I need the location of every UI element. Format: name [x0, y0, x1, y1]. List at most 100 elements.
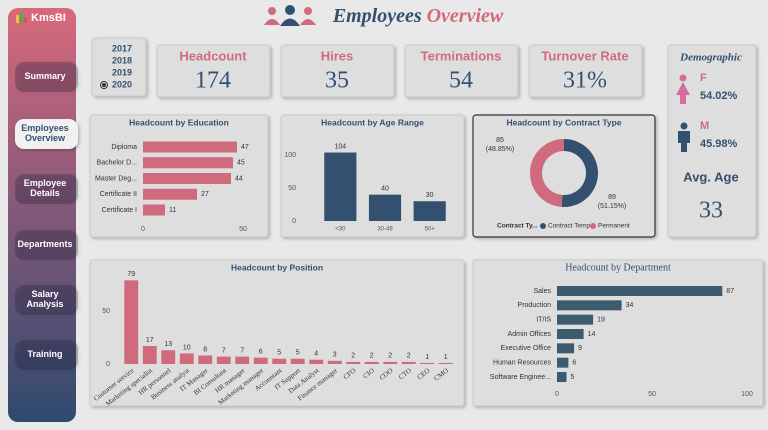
kpi-label: Hires	[321, 48, 354, 63]
donut-slice	[561, 139, 598, 207]
value-label: 9	[578, 345, 582, 352]
legend-label: Permanent	[598, 223, 630, 230]
y-tick-label: 100	[284, 152, 296, 159]
header-icon	[264, 5, 316, 26]
chart-title: Headcount by Contract Type	[506, 117, 621, 127]
nav-label[interactable]: Employees Overview	[21, 123, 69, 143]
nav-button[interactable]	[15, 119, 78, 149]
year-option[interactable]: 2020	[112, 79, 132, 89]
value-label: 30	[426, 192, 434, 199]
percent-label: (51.15%)	[598, 203, 626, 210]
female-value: 54.02%	[700, 90, 738, 102]
y-tick-label: 50	[288, 185, 296, 192]
value-label: 5	[571, 374, 575, 381]
kpi-label: Terminations	[421, 48, 502, 63]
bar	[368, 194, 402, 221]
nav-label[interactable]: Employee Details	[24, 178, 67, 198]
female-label: F	[700, 72, 707, 84]
value-label: 7	[240, 347, 244, 354]
category-label: IT/IS	[536, 317, 551, 324]
bar	[179, 353, 194, 364]
category-label: Software Enginee...	[490, 374, 551, 381]
bar	[324, 152, 357, 221]
chart-card	[472, 259, 764, 407]
value-label: 11	[169, 207, 176, 214]
nav-button[interactable]	[15, 340, 78, 370]
category-label: Human Resources	[493, 360, 551, 367]
bar	[290, 358, 305, 364]
kpi-value: 54	[449, 68, 473, 94]
category-label: Bachelor D...	[97, 160, 138, 167]
bar	[557, 314, 594, 325]
bar	[557, 300, 622, 311]
nav-button[interactable]	[15, 174, 78, 204]
bar	[557, 329, 584, 339]
value-label: 1	[425, 354, 429, 361]
bar	[142, 346, 157, 364]
kpi-card	[280, 44, 395, 98]
category-label: Certificate II	[100, 191, 137, 198]
year-option[interactable]: 2019	[112, 67, 132, 77]
kpi-label: Turnover Rate	[541, 48, 628, 63]
kpi-value: 174	[195, 68, 231, 94]
value-label: 27	[201, 191, 209, 198]
kpi-value: 35	[325, 68, 349, 94]
value-label: 17	[146, 337, 154, 344]
legend-title: Contract Ty...	[497, 223, 538, 230]
category-label: Admin Offices	[508, 331, 552, 338]
value-label: 2	[407, 353, 411, 360]
value-label: 6	[259, 348, 263, 355]
value-label: 6	[572, 360, 576, 367]
chart-title: Headcount by Department	[565, 262, 671, 273]
bar	[143, 188, 197, 200]
category-label: Sales	[533, 288, 551, 295]
nav-label[interactable]: Salary Analysis	[26, 289, 63, 309]
bar	[557, 372, 567, 382]
year-option[interactable]: 2017	[112, 43, 132, 53]
value-label: 47	[241, 144, 249, 151]
bar	[438, 362, 453, 364]
kpi-value: 31%	[563, 68, 607, 94]
value-label: 3	[333, 352, 337, 359]
x-tick-label: 0	[141, 226, 145, 233]
nav-label[interactable]: Training	[27, 349, 62, 359]
bar	[198, 355, 213, 364]
nav-label[interactable]: Summary	[24, 71, 65, 81]
bar	[143, 141, 237, 153]
y-tick-label: 0	[106, 361, 110, 368]
kpi-card	[156, 44, 271, 98]
logo-text: KmsBI	[31, 12, 66, 24]
bar	[161, 350, 176, 364]
person-icon-head	[680, 122, 688, 130]
value-label: 13	[164, 341, 172, 348]
nav-label[interactable]: Departments	[17, 239, 72, 249]
bar	[383, 361, 398, 364]
person-icon-body	[678, 131, 690, 152]
value-label: 79	[127, 271, 135, 278]
bar	[253, 357, 268, 364]
legend-label: Contract Temp	[548, 223, 591, 230]
nav-button[interactable]	[15, 62, 78, 92]
nav-button[interactable]	[15, 285, 78, 315]
bar	[401, 361, 416, 364]
page-title: Employees Overview	[332, 5, 504, 27]
bar	[557, 357, 569, 368]
category-label: Production	[518, 302, 552, 309]
value-label: 2	[351, 353, 355, 360]
bar	[346, 361, 361, 364]
value-label: 45	[237, 160, 245, 167]
value-label: 85	[496, 137, 504, 144]
nav-button[interactable]	[15, 230, 78, 260]
value-label: 34	[626, 302, 634, 309]
category-label: 30-49	[377, 227, 393, 233]
value-label: 5	[296, 350, 300, 357]
category-label: Executive Office	[501, 345, 552, 352]
value-label: 19	[597, 317, 605, 324]
radio-outer	[100, 81, 108, 89]
x-tick-label: 50	[648, 391, 656, 398]
chart-card	[89, 259, 465, 407]
value-label: 4	[314, 351, 318, 358]
value-label: 8	[203, 346, 207, 353]
category-label: Diploma	[111, 144, 137, 151]
year-option[interactable]: 2018	[112, 55, 132, 65]
